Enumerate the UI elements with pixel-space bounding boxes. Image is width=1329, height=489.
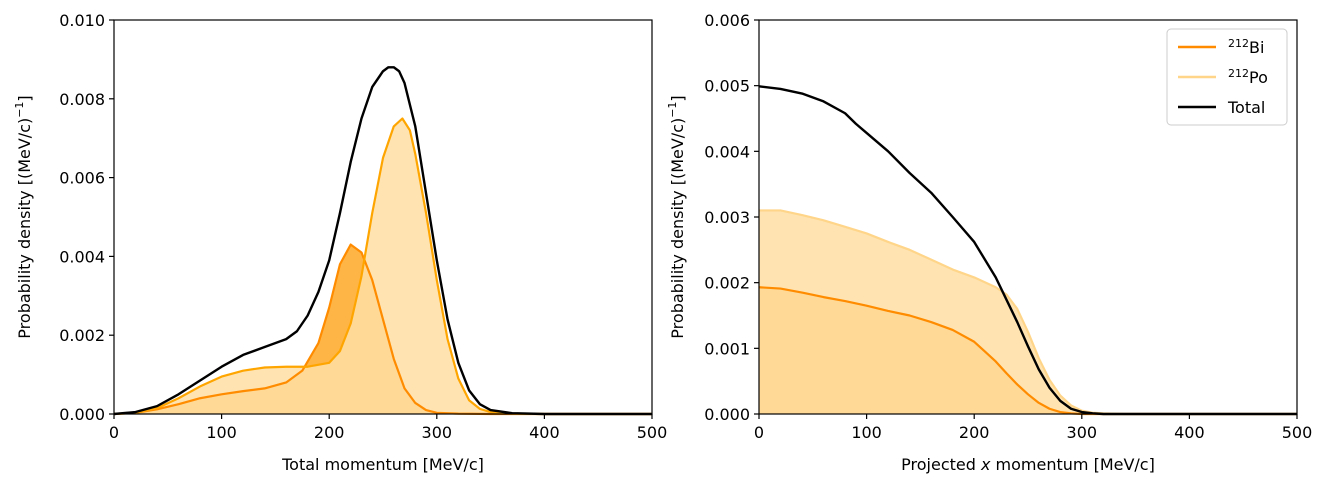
right-x-tick-label: 300	[1067, 423, 1098, 442]
right-y-tick-label: 0.001	[704, 339, 750, 358]
right-x-tick-label: 200	[959, 423, 990, 442]
right-y-tick-label: 0.006	[704, 11, 750, 30]
legend-label-bi: 212Bi	[1228, 37, 1264, 57]
right-x-axis-label-suffix: momentum [MeV/c]	[990, 455, 1154, 474]
left-x-tick-label: 500	[637, 423, 668, 442]
right-x-axis-label: Projected x momentum [MeV/c]	[901, 455, 1155, 474]
left-x-tick-label: 0	[109, 423, 119, 442]
left-y-tick-label: 0.004	[59, 247, 105, 266]
legend: 212Bi 212Po Total	[1166, 28, 1288, 126]
right-line-212bi	[758, 286, 1297, 416]
right-y-tick-label: 0.005	[704, 77, 750, 96]
right-y-axis-label: Probability density [(MeV/c)−1]	[666, 95, 687, 338]
left-line-212po	[113, 117, 652, 416]
left-x-tick-label: 100	[206, 423, 237, 442]
left-y-ticks: 0.000 0.002 0.004 0.006 0.008 0.010	[59, 11, 114, 424]
right-x-ticks: 0 100 200 300 400 500	[754, 414, 1312, 442]
right-x-axis-label-var: x	[980, 455, 991, 474]
left-line-212bi	[113, 243, 652, 416]
left-area-212po	[114, 118, 652, 414]
left-x-tick-label: 200	[314, 423, 345, 442]
right-y-tick-label: 0.002	[704, 274, 750, 293]
legend-label-bi-sup: 212	[1228, 37, 1249, 50]
left-x-axis-label: Total momentum [MeV/c]	[281, 455, 484, 474]
left-y-tick-label: 0.008	[59, 90, 105, 109]
left-y-axis-label-close: ]	[15, 95, 34, 101]
legend-label-po: 212Po	[1228, 67, 1268, 87]
right-x-tick-label: 0	[754, 423, 764, 442]
right-y-axis-label-exp: −1	[666, 102, 679, 118]
right-y-axis-label-close: ]	[668, 95, 687, 101]
right-area-212po	[759, 210, 1297, 414]
legend-label-total: Total	[1227, 98, 1265, 117]
right-line-total	[758, 85, 1297, 416]
left-series-group	[113, 66, 652, 416]
legend-label-po-sup: 212	[1228, 67, 1249, 80]
left-x-tick-label: 400	[529, 423, 560, 442]
legend-label-po-text: Po	[1249, 68, 1268, 87]
left-y-axis-label-main: Probability density [(MeV/c)	[15, 118, 34, 339]
right-x-tick-label: 400	[1174, 423, 1205, 442]
left-y-tick-label: 0.006	[59, 169, 105, 188]
left-x-tick-label: 300	[422, 423, 453, 442]
left-x-ticks: 0 100 200 300 400 500	[109, 414, 667, 442]
right-x-axis-label-prefix: Projected	[901, 455, 981, 474]
right-y-ticks: 0.000 0.001 0.002 0.003 0.004 0.005 0.006	[704, 11, 759, 424]
right-x-tick-label: 100	[851, 423, 882, 442]
right-y-axis-label-main: Probability density [(MeV/c)	[668, 118, 687, 339]
left-line-total	[113, 66, 652, 416]
right-panel: 0 100 200 300 400 500 0.0000.0010.0020.0030.0…	[666, 11, 1312, 474]
right-y-tick-label: 0.004	[704, 142, 750, 161]
right-x-tick-label: 500	[1282, 423, 1313, 442]
left-y-axis-label: Probability density [(MeV/c)−1]	[13, 95, 34, 338]
left-y-tick-label: 0.010	[59, 11, 105, 30]
legend-label-bi-text: Bi	[1249, 38, 1264, 57]
left-panel: 0 100 200 300 400 500 0.0000.0020.0040.0060.0…	[13, 11, 667, 474]
left-y-tick-label: 0.000	[59, 405, 105, 424]
right-series-group	[758, 85, 1297, 416]
right-y-tick-label: 0.003	[704, 208, 750, 227]
left-plot-frame	[113, 19, 653, 415]
right-y-tick-label: 0.000	[704, 405, 750, 424]
left-y-axis-label-exp: −1	[13, 102, 26, 118]
legend-frame	[1166, 28, 1288, 126]
left-y-tick-label: 0.002	[59, 326, 105, 345]
